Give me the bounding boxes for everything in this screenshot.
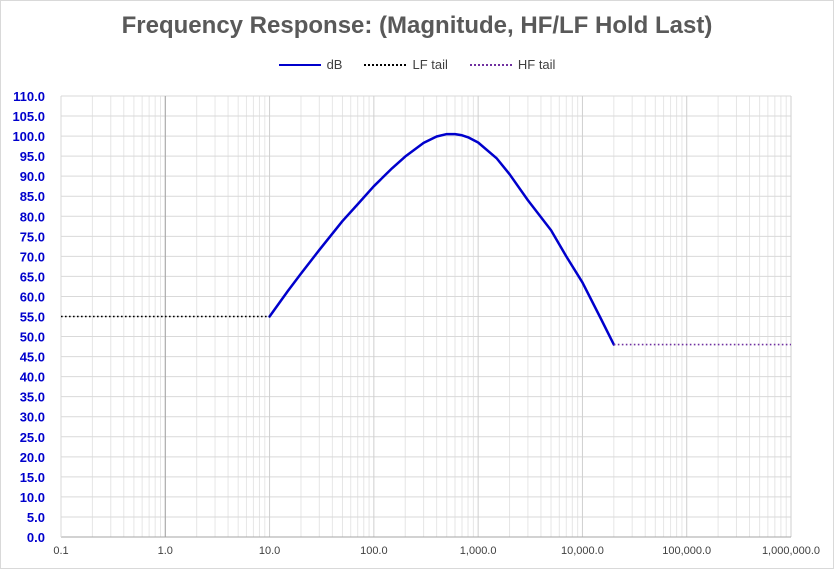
y-tick-label: 55.0: [20, 310, 45, 325]
legend-swatch-hf-tail: [469, 63, 512, 66]
x-tick-label: 0.1: [53, 545, 68, 557]
y-tick-label: 105.0: [12, 109, 45, 124]
legend-label-db: dB: [326, 57, 343, 72]
legend-swatch-lf-tail: [364, 63, 407, 66]
y-tick-label: 20.0: [20, 450, 45, 465]
y-tick-label: 110.0: [13, 89, 45, 104]
y-tick-label: 80.0: [20, 209, 45, 224]
y-tick-label: 100.0: [12, 129, 45, 144]
y-tick-label: 25.0: [20, 430, 45, 445]
legend-item-db: dB: [278, 57, 343, 72]
series-line-db: [268, 132, 616, 346]
x-tick-label: 100,000.0: [662, 545, 711, 557]
chart-title: Frequency Response: (Magnitude, HF/LF Ho…: [121, 12, 713, 39]
legend-swatch-db: [278, 63, 321, 66]
y-tick-label: 90.0: [20, 169, 45, 184]
y-tick-label: 45.0: [20, 350, 45, 365]
x-tick-label: 1,000,000.0: [762, 545, 820, 557]
x-tick-label: 1,000.0: [460, 545, 497, 557]
y-tick-label: 5.0: [27, 510, 45, 525]
y-tick-label: 35.0: [20, 390, 45, 405]
x-tick-label: 1.0: [158, 545, 173, 557]
x-tick-label: 10.0: [259, 545, 280, 557]
x-tick-label: 10,000.0: [561, 545, 604, 557]
y-tick-label: 95.0: [20, 149, 45, 164]
chart-legend: dB LF tail HF tail: [0, 57, 834, 72]
y-tick-label: 40.0: [20, 370, 45, 385]
legend-item-hf-tail: HF tail: [469, 57, 556, 72]
y-tick-label: 85.0: [20, 189, 45, 204]
y-tick-label: 65.0: [20, 269, 45, 284]
y-tick-label: 30.0: [20, 410, 45, 425]
x-tick-label: 100.0: [360, 545, 388, 557]
y-tick-label: 15.0: [20, 470, 45, 485]
y-tick-label: 10.0: [20, 490, 45, 505]
legend-label-hf-tail: HF tail: [517, 57, 556, 72]
y-tick-label: 0.0: [27, 530, 45, 545]
legend-label-lf-tail: LF tail: [412, 57, 448, 72]
legend-item-lf-tail: LF tail: [364, 57, 448, 72]
y-tick-label: 60.0: [20, 289, 45, 304]
y-tick-label: 70.0: [20, 249, 45, 264]
y-tick-label: 75.0: [20, 229, 45, 244]
y-tick-label: 50.0: [20, 330, 45, 345]
